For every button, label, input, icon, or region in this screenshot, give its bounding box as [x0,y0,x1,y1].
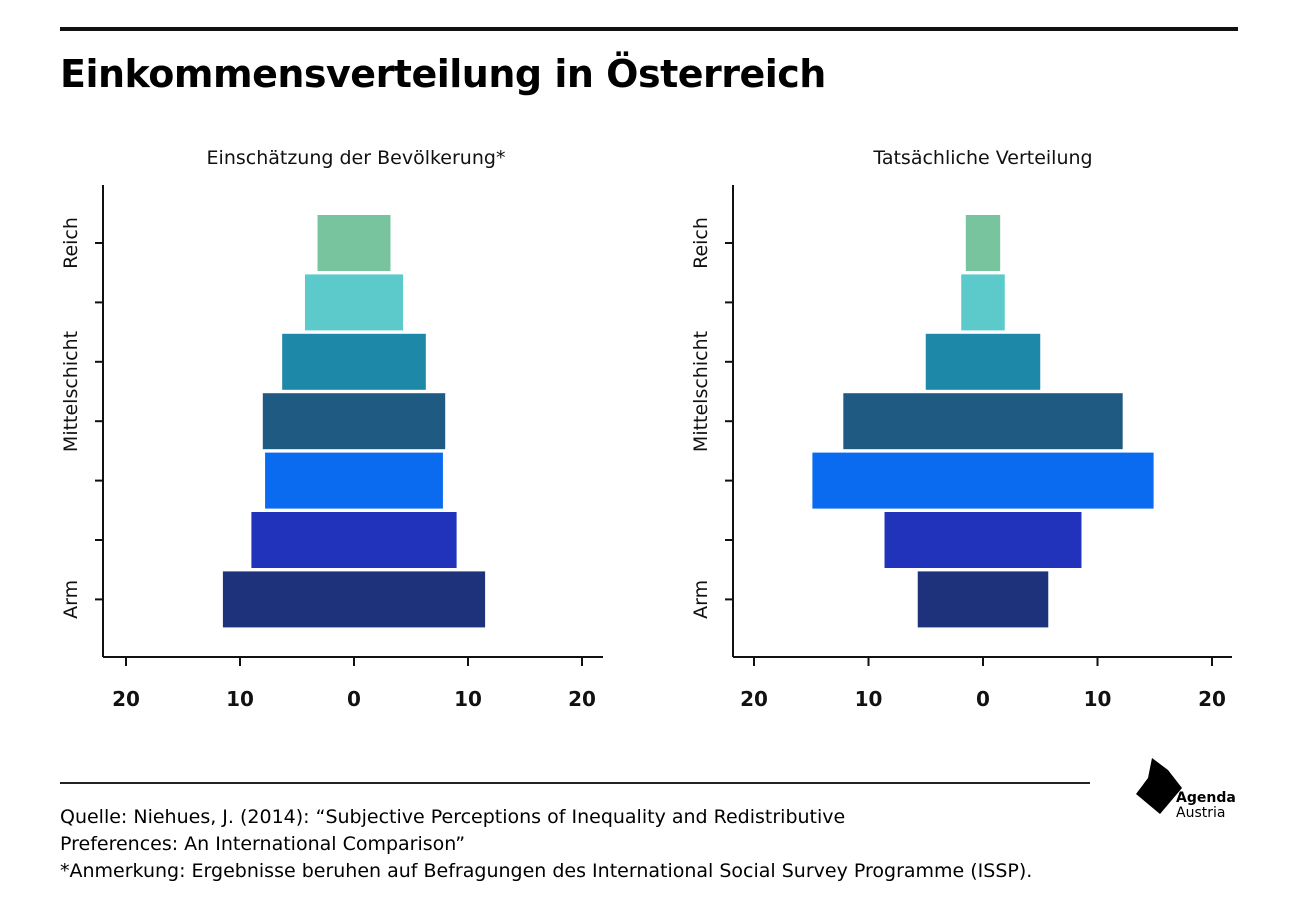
x-tick-label: 20 [740,687,768,711]
x-tick-label: 0 [976,687,990,711]
x-tick-label: 20 [112,687,140,711]
x-tick-label: 20 [568,687,596,711]
footer-rule [60,782,1090,784]
x-tick-label: 10 [1084,687,1112,711]
y-tick-label: Reich [60,217,82,269]
bar [884,512,1082,568]
bar [317,215,391,271]
logo-line-1: Agenda [1176,790,1236,806]
bar [917,571,1049,628]
logo-line-2: Austria [1176,805,1226,821]
bar [925,333,1041,390]
bar [304,274,404,331]
bar [961,274,1005,331]
chart-panel-2: Tatsächliche Verteilung Reich Mittelschich… [690,147,1232,711]
footnote-note: *Anmerkung: Ergebnisse beruhen auf Befra… [60,860,1033,882]
y-tick-label: Arm [690,580,712,619]
chart-panel-1: Einschätzung der Bevölkerung* Reich Mittel… [60,147,603,711]
page-title: Einkommensverteilung in Österreich [60,52,826,96]
x-tick-label: 10 [226,687,254,711]
chart-title: Einschätzung der Bevölkerung* [207,147,506,169]
top-rule [60,27,1238,31]
y-tick-label: Reich [690,217,712,269]
x-tick-label: 10 [855,687,883,711]
y-tick-label: Arm [60,580,82,619]
bar [965,215,1001,271]
source-line-2: Preferences: An International Comparison… [60,833,466,855]
bar [251,512,457,568]
agenda-austria-logo-icon [1136,758,1182,814]
bar [282,333,426,390]
bar [262,393,446,450]
source-line-1: Quelle: Niehues, J. (2014): “Subjective … [60,806,846,828]
chart-title: Tatsächliche Verteilung [872,147,1092,169]
bar [265,452,443,509]
bar [812,452,1154,509]
footnotes: Quelle: Niehues, J. (2014): “Subjective … [60,804,1032,885]
y-tick-label: Mittelschicht [690,331,712,452]
x-tick-label: 10 [454,687,482,711]
x-tick-label: 0 [347,687,361,711]
pyramid-charts: Einschätzung der Bevölkerung* Reich Mittel… [60,147,1232,711]
bar [843,393,1123,450]
logo-text: Agenda Austria [1176,791,1236,821]
y-tick-label: Mittelschicht [60,331,82,452]
x-tick-label: 20 [1198,687,1226,711]
bar [222,571,486,628]
